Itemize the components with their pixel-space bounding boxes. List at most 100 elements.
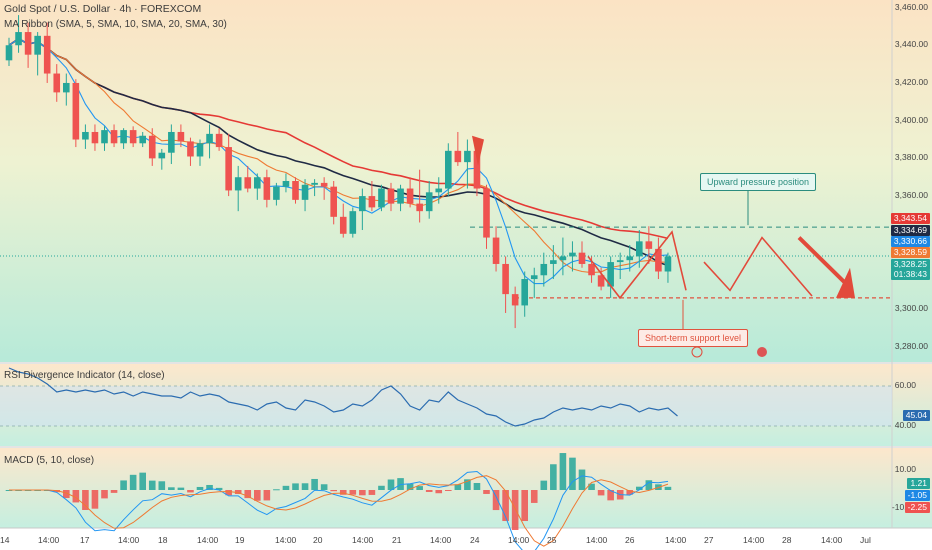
macd-pill: -2.25 bbox=[904, 502, 930, 513]
time-tick-label: 27 bbox=[704, 535, 714, 545]
time-tick-label: 25 bbox=[547, 535, 557, 545]
candle-body bbox=[521, 279, 528, 306]
ma-5-line bbox=[8, 38, 669, 285]
candle-body bbox=[445, 150, 452, 189]
time-tick-label: 14:00 bbox=[821, 535, 843, 545]
candle-body bbox=[530, 275, 538, 280]
macd-histogram-bar bbox=[101, 490, 108, 499]
candle-body bbox=[492, 237, 500, 264]
time-tick-label: 14:00 bbox=[508, 535, 530, 545]
macd-histogram-bar bbox=[72, 490, 80, 503]
candle-body bbox=[378, 188, 385, 208]
candle-body bbox=[406, 188, 414, 204]
candle-body bbox=[397, 188, 404, 204]
macd-tick-label: 10.00 bbox=[894, 464, 916, 474]
macd-histogram-bar bbox=[148, 480, 156, 490]
macd-histogram-bar bbox=[597, 490, 605, 496]
time-tick-label: 14:00 bbox=[586, 535, 608, 545]
macd-histogram-bar bbox=[378, 485, 385, 490]
macd-histogram-bar bbox=[502, 490, 509, 522]
candle-body bbox=[168, 131, 175, 153]
candle-body bbox=[5, 45, 13, 61]
candle-body bbox=[301, 184, 309, 200]
candle-body bbox=[435, 188, 443, 193]
candle-body bbox=[273, 186, 280, 200]
macd-histogram-bar bbox=[540, 480, 548, 490]
price-tick-label: 3,300.00 bbox=[894, 303, 928, 314]
candle-body bbox=[244, 177, 252, 189]
candle-body bbox=[597, 275, 605, 287]
macd-pill: 1.21 bbox=[907, 478, 930, 489]
candle-body bbox=[454, 150, 462, 163]
candle-body bbox=[569, 252, 576, 257]
macd-histogram-bar bbox=[311, 478, 318, 490]
projection-arrow-shaft bbox=[797, 236, 849, 287]
candle-body bbox=[158, 152, 166, 159]
macd-histogram-bar bbox=[483, 490, 490, 494]
price-tick-label: 3,440.00 bbox=[894, 39, 928, 50]
candle-body bbox=[578, 252, 586, 264]
macd-histogram-bar bbox=[244, 490, 252, 499]
candle-body bbox=[636, 241, 643, 257]
candle-body bbox=[655, 248, 662, 272]
macd-histogram-bar bbox=[473, 483, 481, 490]
macd-histogram-bar bbox=[206, 484, 213, 490]
macd-histogram-bar bbox=[196, 486, 204, 490]
candle-body bbox=[43, 35, 51, 74]
macd-histogram-bar bbox=[445, 490, 452, 491]
rsi-band bbox=[0, 386, 892, 426]
flag-icon bbox=[757, 347, 767, 357]
candle-body bbox=[311, 182, 318, 185]
candle-body bbox=[320, 182, 328, 187]
macd-histogram-bar bbox=[359, 490, 366, 496]
macd-histogram-bar bbox=[234, 490, 242, 495]
candle-body bbox=[72, 82, 80, 140]
macd-histogram-bar bbox=[511, 490, 519, 530]
macd-histogram-bar bbox=[91, 490, 99, 509]
candle-body bbox=[550, 260, 557, 264]
ma-20-line bbox=[8, 37, 669, 267]
macd-tick-label: -10.00 bbox=[891, 502, 916, 512]
candle-body bbox=[645, 241, 653, 249]
candle-body bbox=[15, 32, 22, 46]
support-level-label: Short-term support level bbox=[638, 329, 749, 347]
candle-body bbox=[120, 130, 127, 144]
candle-body bbox=[511, 294, 519, 306]
time-tick-label: 14:00 bbox=[743, 535, 765, 545]
macd-label: MACD (5, 10, close) bbox=[4, 455, 95, 466]
macd-line bbox=[9, 470, 669, 550]
macd-histogram-bar bbox=[225, 490, 232, 496]
candle-body bbox=[464, 150, 471, 163]
macd-histogram-bar bbox=[320, 484, 328, 490]
macd-histogram-bar bbox=[82, 490, 89, 510]
candle-body bbox=[53, 73, 61, 93]
macd-histogram-bar bbox=[301, 483, 309, 490]
rsi-tick-label: 60.00 bbox=[894, 380, 916, 390]
time-tick-label: 17 bbox=[80, 535, 90, 545]
price-pill: 3,334.69 bbox=[890, 225, 930, 236]
time-axis-bg bbox=[0, 528, 932, 550]
macd-histogram-bar bbox=[588, 483, 595, 490]
macd-histogram-bar bbox=[349, 490, 357, 495]
macd-histogram-bar bbox=[215, 487, 223, 490]
macd-histogram-bar bbox=[129, 474, 137, 490]
price-pill: 3,328.25 bbox=[890, 259, 930, 270]
macd-histogram-bar bbox=[139, 472, 146, 490]
candle-body bbox=[626, 256, 634, 261]
candle-body bbox=[368, 196, 376, 208]
macd-histogram-bar bbox=[273, 489, 280, 491]
candle-body bbox=[139, 135, 146, 144]
candle-body bbox=[483, 188, 490, 238]
candle-body bbox=[540, 263, 548, 276]
candle-body bbox=[473, 150, 481, 189]
rsi-line bbox=[8, 367, 678, 427]
macd-histogram-bar bbox=[254, 490, 261, 501]
time-tick-label: 14:00 bbox=[352, 535, 374, 545]
candle-body bbox=[82, 131, 89, 140]
ma-10-line bbox=[8, 38, 669, 274]
candle-body bbox=[559, 256, 567, 261]
macd-histogram-bar bbox=[110, 490, 118, 493]
time-tick-label: 14:00 bbox=[665, 535, 687, 545]
price-tick-label: 3,380.00 bbox=[894, 152, 928, 163]
